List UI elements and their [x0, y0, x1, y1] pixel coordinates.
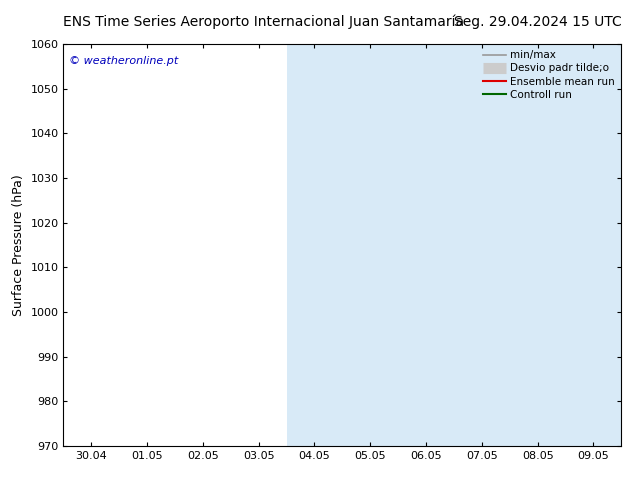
Text: © weatheronline.pt: © weatheronline.pt [69, 56, 178, 66]
Bar [454, 44, 621, 446]
Text: ENS Time Series Aeroporto Internacional Juan Santamaría: ENS Time Series Aeroporto Internacional … [63, 15, 465, 29]
Text: Seg. 29.04.2024 15 UTC: Seg. 29.04.2024 15 UTC [453, 15, 621, 29]
Legend: min/max, Desvio padr tilde;o, Ensemble mean run, Controll run: min/max, Desvio padr tilde;o, Ensemble m… [480, 47, 618, 103]
Bar [287, 44, 454, 446]
Y-axis label: Surface Pressure (hPa): Surface Pressure (hPa) [12, 174, 25, 316]
